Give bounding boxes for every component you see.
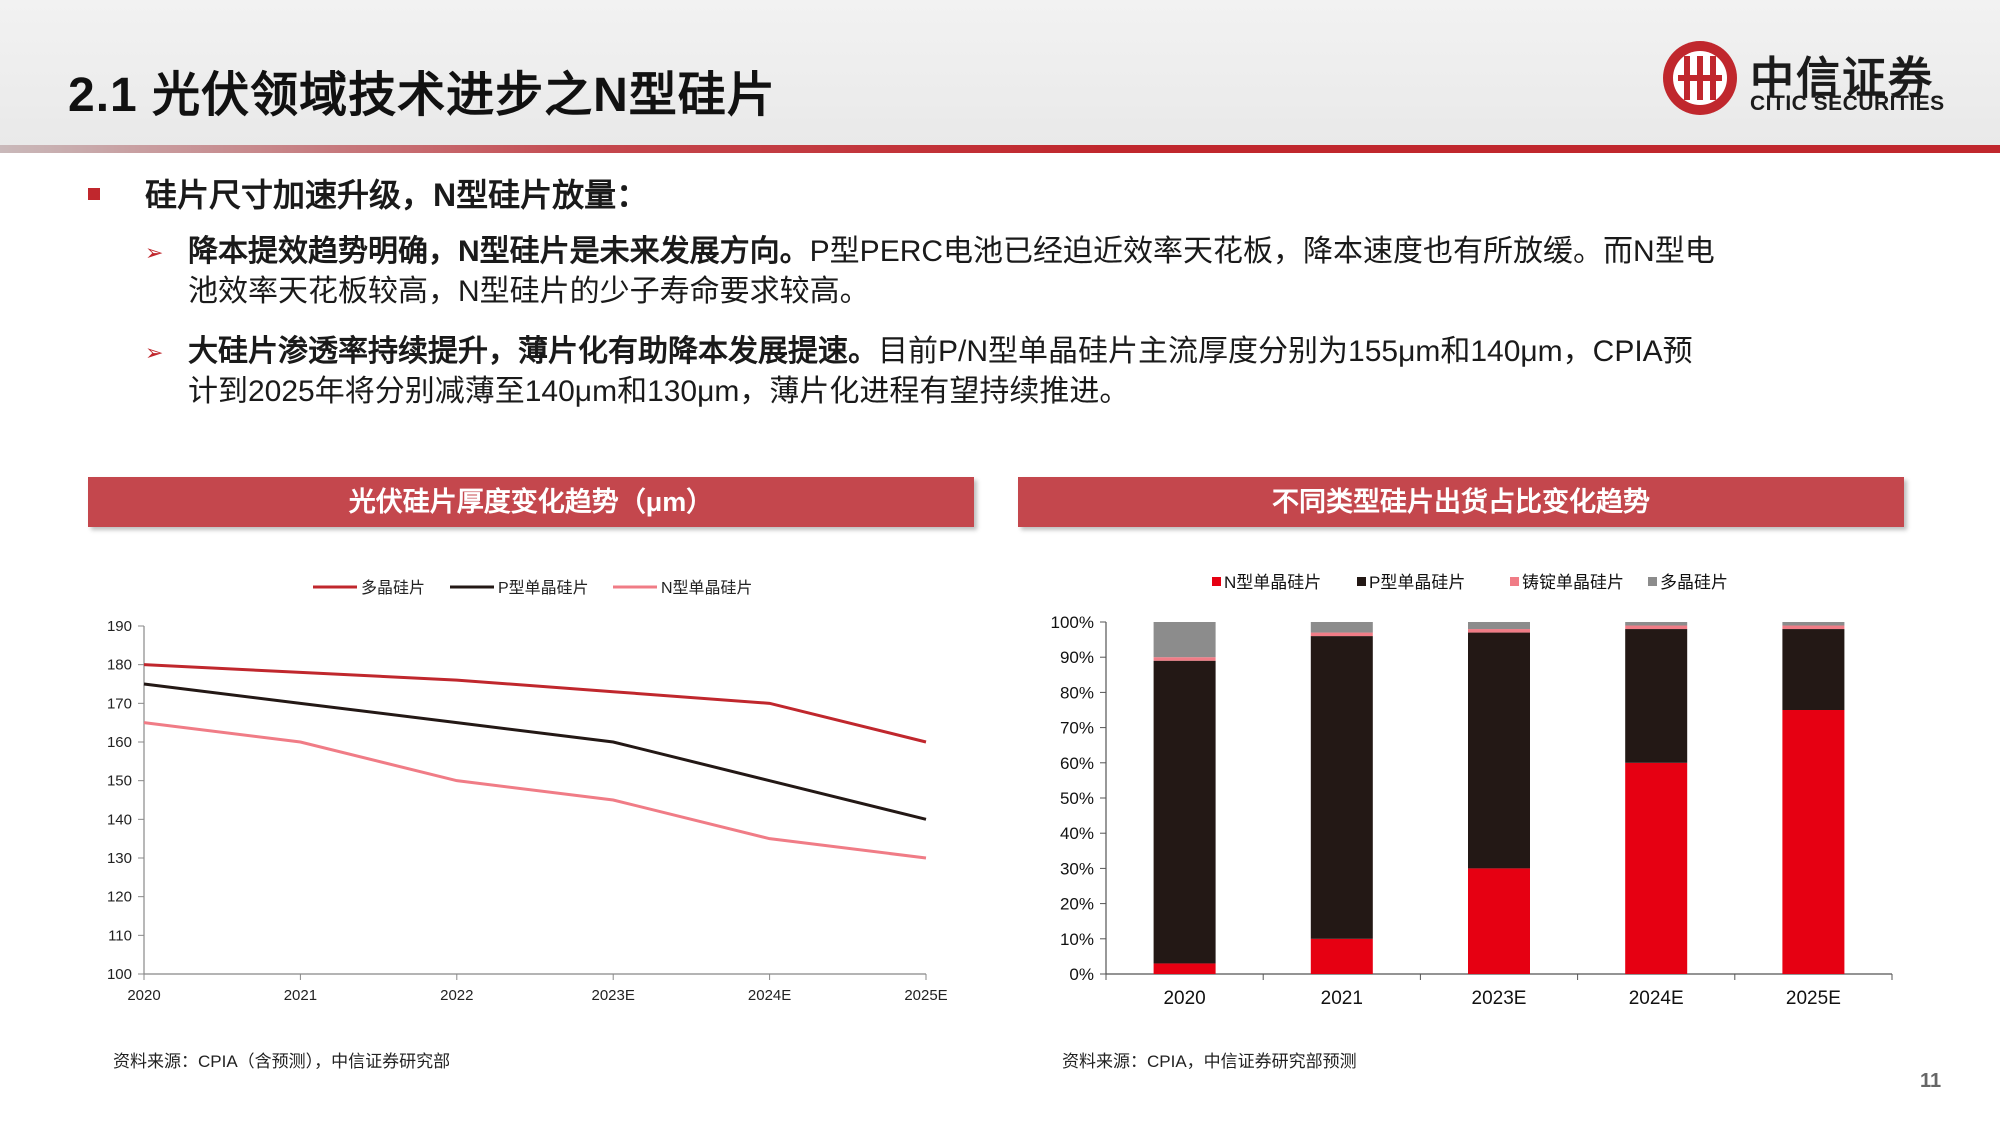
x-tick-label: 2023E — [1472, 988, 1527, 1009]
y-tick-label: 140 — [107, 811, 132, 828]
bar-segment — [1782, 710, 1845, 974]
y-tick-label: 160 — [107, 734, 132, 751]
legend-label: N型单晶硅片 — [661, 579, 753, 597]
bar-segment — [1625, 625, 1688, 630]
legend-label: 多晶硅片 — [1660, 573, 1728, 592]
x-tick-label: 2024E — [1629, 988, 1684, 1009]
y-tick-label: 70% — [1060, 719, 1094, 738]
right-source-note: 资料来源：CPIA，中信证券研究部预测 — [1062, 1052, 1357, 1071]
series-line — [143, 721, 927, 860]
x-tick-label: 2020 — [1163, 988, 1205, 1009]
x-tick-label: 2021 — [1321, 988, 1363, 1009]
y-tick-label: 50% — [1060, 789, 1094, 808]
legend-label: 多晶硅片 — [361, 579, 425, 597]
legend-swatch — [1357, 577, 1366, 586]
right-chart-header: 不同类型硅片出货占比变化趋势 — [1018, 477, 1904, 527]
y-tick-label: 150 — [107, 773, 132, 790]
sub-point-1-bold: 降本提效趋势明确，N型硅片是未来发展方向。 — [188, 235, 810, 268]
citic-logo: 中信证券 CITIC SECURITIES — [1660, 38, 1944, 118]
left-chart-header: 光伏硅片厚度变化趋势（μm） — [88, 477, 974, 527]
y-tick-label: 20% — [1060, 895, 1094, 914]
sub-point-2: 大硅片渗透率持续提升，薄片化有助降本发展提速。目前P/N型单晶硅片主流厚度分别为… — [188, 332, 1908, 412]
bar-segment — [1468, 629, 1530, 633]
bar-segment — [1153, 622, 1216, 658]
bar-segment — [1625, 622, 1688, 626]
legend-swatch — [1212, 577, 1221, 586]
header-rule — [0, 145, 2000, 153]
legend-label: P型单晶硅片 — [1369, 573, 1465, 592]
legend-label: P型单晶硅片 — [498, 579, 589, 597]
arrow-bullet-icon: ➢ — [145, 340, 164, 365]
bar-segment — [1310, 632, 1373, 637]
y-tick-label: 180 — [107, 657, 132, 674]
y-tick-label: 100% — [1051, 613, 1094, 632]
bar-segment — [1468, 622, 1530, 630]
y-tick-label: 80% — [1060, 683, 1094, 702]
legend-swatch — [1648, 577, 1657, 586]
bar-segment — [1782, 625, 1845, 630]
bar-segment — [1153, 660, 1216, 964]
y-tick-label: 10% — [1060, 930, 1094, 949]
sub-point-2-text: 目前P/N型单晶硅片主流厚度分别为155μm和140μm，CPIA预 — [878, 335, 1693, 368]
bar-segment — [1468, 632, 1530, 869]
y-tick-label: 0% — [1069, 965, 1094, 984]
citic-logo-icon — [1663, 41, 1737, 115]
y-tick-label: 30% — [1060, 859, 1094, 878]
left-source-note: 资料来源：CPIA（含预测），中信证券研究部 — [113, 1052, 451, 1071]
bar-segment — [1153, 657, 1216, 661]
x-tick-label: 2025E — [1786, 988, 1841, 1009]
x-tick-label: 2023E — [592, 987, 635, 1004]
page-title: 2.1 光伏领域技术进步之N型硅片 — [68, 69, 776, 122]
y-tick-label: 40% — [1060, 824, 1094, 843]
sub-point-2-line2: 计到2025年将分别减薄至140μm和130μm，薄片化进程有望持续推进。 — [188, 375, 1130, 408]
bullet-square-icon — [88, 188, 100, 200]
bar-segment — [1468, 868, 1530, 974]
x-tick-label: 2021 — [284, 987, 317, 1004]
bar-segment — [1310, 938, 1373, 974]
bar-segment — [1310, 622, 1373, 633]
series-line — [143, 663, 927, 744]
page-number: 11 — [1920, 1070, 1942, 1092]
y-tick-label: 190 — [107, 618, 132, 635]
bullet-heading: 硅片尺寸加速升级，N型硅片放量： — [145, 177, 649, 213]
x-tick-label: 2024E — [748, 987, 791, 1004]
legend-swatch — [1510, 577, 1519, 586]
x-tick-label: 2020 — [127, 987, 160, 1004]
legend-label: 铸锭单晶硅片 — [1522, 573, 1624, 592]
series-line — [143, 682, 927, 821]
y-tick-label: 60% — [1060, 754, 1094, 773]
y-tick-label: 110 — [108, 927, 132, 944]
y-tick-label: 170 — [107, 695, 132, 712]
y-tick-label: 90% — [1060, 648, 1094, 667]
sub-point-1-line2: 池效率天花板较高，N型硅片的少子寿命要求较高。 — [188, 275, 870, 308]
bar-segment — [1625, 629, 1688, 763]
bar-segment — [1153, 963, 1216, 974]
y-tick-label: 130 — [107, 850, 132, 867]
sub-point-1: 降本提效趋势明确，N型硅片是未来发展方向。P型PERC电池已经迫近效率天花板，降… — [188, 232, 1908, 312]
bar-segment — [1310, 636, 1373, 939]
logo-chinese: 中信证券 — [1750, 53, 1934, 104]
sub-point-1-text: P型PERC电池已经迫近效率天花板，降本速度也有所放缓。而N型电 — [809, 235, 1715, 268]
bar-segment — [1782, 629, 1845, 710]
y-tick-label: 120 — [107, 889, 132, 906]
y-tick-label: 100 — [107, 966, 132, 983]
x-tick-label: 2025E — [904, 987, 947, 1004]
shipment-share-bar-chart: 0% 10% 20% 30% 40% 50% 60% 70% 80% 90% 100% 2020 202… — [1051, 573, 1893, 1009]
thickness-line-chart: 100 110 120 130 140 150 160 170 180 190 2020 2021 20… — [107, 579, 948, 1004]
x-tick-label: 2022 — [440, 987, 473, 1004]
legend-label: N型单晶硅片 — [1224, 573, 1321, 592]
bar-segment — [1625, 762, 1688, 974]
bar-segment — [1782, 622, 1845, 626]
logo-english: CITIC SECURITIES — [1750, 92, 1945, 115]
sub-point-2-bold: 大硅片渗透率持续提升，薄片化有助降本发展提速。 — [188, 335, 878, 368]
arrow-bullet-icon: ➢ — [145, 240, 164, 265]
